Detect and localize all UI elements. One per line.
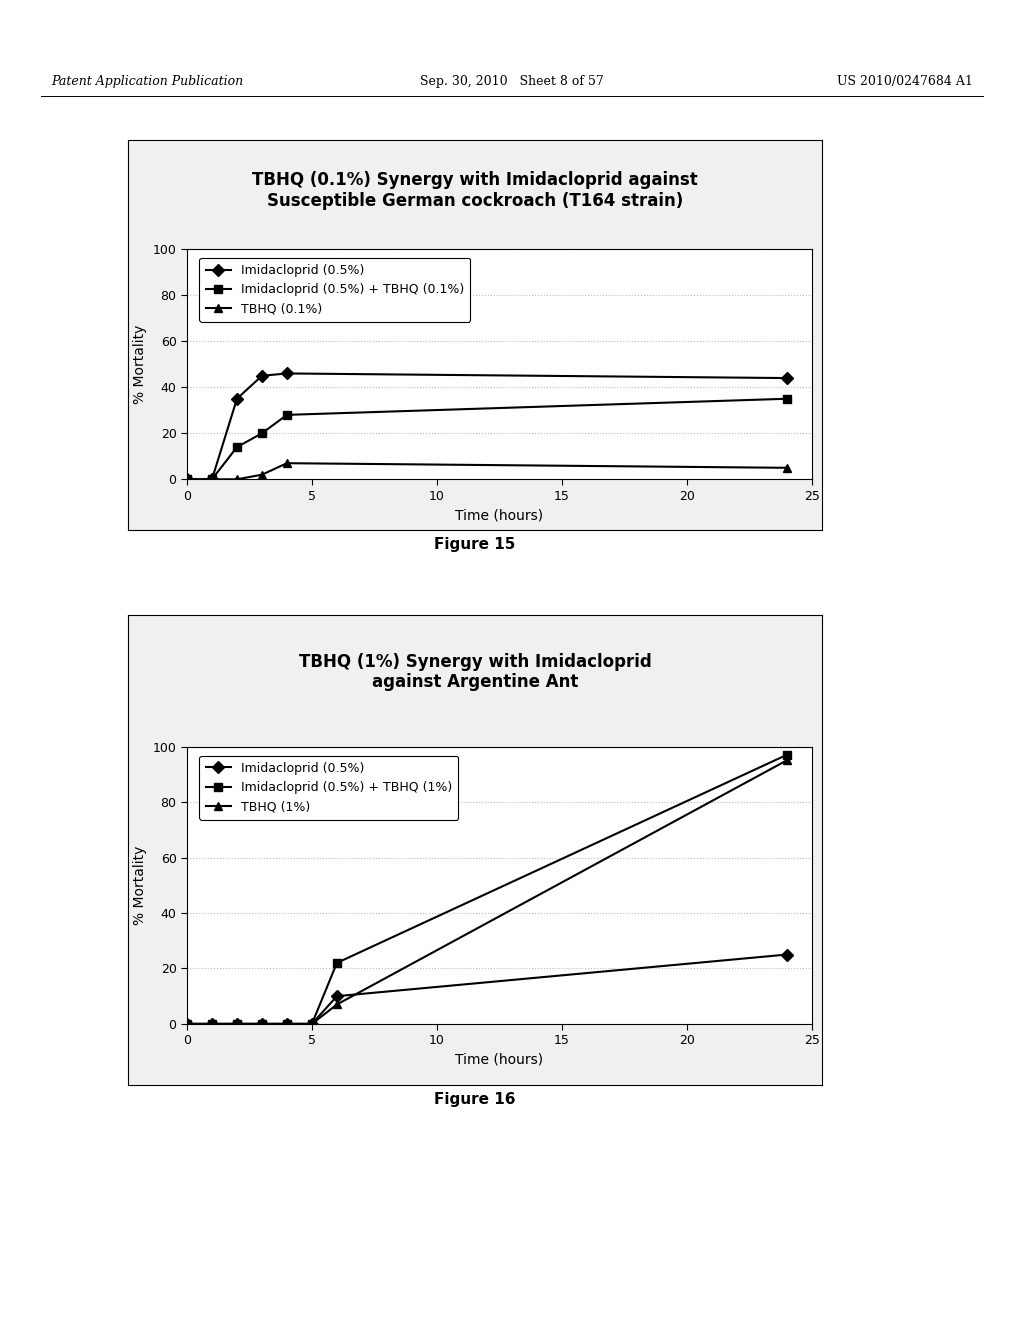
Line: Imidacloprid (0.5%) + TBHQ (0.1%): Imidacloprid (0.5%) + TBHQ (0.1%) xyxy=(183,395,791,483)
TBHQ (1%) xyxy=(331,997,343,1012)
TBHQ (1%) xyxy=(181,1016,194,1032)
Imidacloprid (0.5%) + TBHQ (1%) xyxy=(256,1016,268,1032)
Imidacloprid (0.5%) + TBHQ (0.1%) xyxy=(780,391,793,407)
TBHQ (0.1%) xyxy=(780,459,793,475)
TBHQ (1%) xyxy=(206,1016,218,1032)
Imidacloprid (0.5%) + TBHQ (1%) xyxy=(230,1016,243,1032)
TBHQ (0.1%) xyxy=(256,467,268,483)
Imidacloprid (0.5%) + TBHQ (0.1%) xyxy=(256,425,268,441)
Y-axis label: % Mortality: % Mortality xyxy=(133,846,147,925)
Legend: Imidacloprid (0.5%), Imidacloprid (0.5%) + TBHQ (1%), TBHQ (1%): Imidacloprid (0.5%), Imidacloprid (0.5%)… xyxy=(200,755,458,820)
TBHQ (0.1%) xyxy=(281,455,293,471)
Imidacloprid (0.5%) xyxy=(181,471,194,487)
TBHQ (1%) xyxy=(230,1016,243,1032)
TBHQ (1%) xyxy=(256,1016,268,1032)
TBHQ (1%) xyxy=(306,1016,318,1032)
Y-axis label: % Mortality: % Mortality xyxy=(133,325,147,404)
Imidacloprid (0.5%) xyxy=(230,1016,243,1032)
Line: Imidacloprid (0.5%): Imidacloprid (0.5%) xyxy=(183,370,791,483)
Imidacloprid (0.5%) + TBHQ (0.1%) xyxy=(230,440,243,455)
Imidacloprid (0.5%) xyxy=(206,1016,218,1032)
Imidacloprid (0.5%) + TBHQ (0.1%) xyxy=(281,407,293,422)
Imidacloprid (0.5%) + TBHQ (1%) xyxy=(331,954,343,970)
Imidacloprid (0.5%) xyxy=(306,1016,318,1032)
X-axis label: Time (hours): Time (hours) xyxy=(456,1053,544,1067)
Imidacloprid (0.5%) xyxy=(230,391,243,407)
Text: US 2010/0247684 A1: US 2010/0247684 A1 xyxy=(837,75,973,88)
TBHQ (0.1%) xyxy=(206,471,218,487)
X-axis label: Time (hours): Time (hours) xyxy=(456,508,544,523)
Legend: Imidacloprid (0.5%), Imidacloprid (0.5%) + TBHQ (0.1%), TBHQ (0.1%): Imidacloprid (0.5%), Imidacloprid (0.5%)… xyxy=(200,257,470,322)
Imidacloprid (0.5%) + TBHQ (1%) xyxy=(780,747,793,763)
Imidacloprid (0.5%) + TBHQ (0.1%) xyxy=(181,471,194,487)
Imidacloprid (0.5%) + TBHQ (1%) xyxy=(206,1016,218,1032)
Text: TBHQ (1%) Synergy with Imidacloprid
against Argentine Ant: TBHQ (1%) Synergy with Imidacloprid agai… xyxy=(299,652,651,692)
Line: TBHQ (0.1%): TBHQ (0.1%) xyxy=(183,459,791,483)
Imidacloprid (0.5%) xyxy=(256,368,268,384)
Text: Sep. 30, 2010   Sheet 8 of 57: Sep. 30, 2010 Sheet 8 of 57 xyxy=(420,75,604,88)
TBHQ (1%) xyxy=(281,1016,293,1032)
Imidacloprid (0.5%) xyxy=(281,1016,293,1032)
Imidacloprid (0.5%) + TBHQ (1%) xyxy=(181,1016,194,1032)
Text: Patent Application Publication: Patent Application Publication xyxy=(51,75,244,88)
Text: Figure 15: Figure 15 xyxy=(434,537,516,552)
Line: TBHQ (1%): TBHQ (1%) xyxy=(183,756,791,1028)
Line: Imidacloprid (0.5%): Imidacloprid (0.5%) xyxy=(183,950,791,1028)
TBHQ (0.1%) xyxy=(230,471,243,487)
Text: Figure 16: Figure 16 xyxy=(434,1092,516,1106)
Line: Imidacloprid (0.5%) + TBHQ (1%): Imidacloprid (0.5%) + TBHQ (1%) xyxy=(183,751,791,1028)
Imidacloprid (0.5%) + TBHQ (0.1%) xyxy=(206,471,218,487)
Imidacloprid (0.5%) xyxy=(256,1016,268,1032)
Imidacloprid (0.5%) xyxy=(206,471,218,487)
TBHQ (0.1%) xyxy=(181,471,194,487)
Imidacloprid (0.5%) + TBHQ (1%) xyxy=(281,1016,293,1032)
Imidacloprid (0.5%) + TBHQ (1%) xyxy=(306,1016,318,1032)
Imidacloprid (0.5%) xyxy=(780,370,793,385)
TBHQ (1%) xyxy=(780,752,793,768)
Imidacloprid (0.5%) xyxy=(181,1016,194,1032)
Imidacloprid (0.5%) xyxy=(331,989,343,1005)
Imidacloprid (0.5%) xyxy=(281,366,293,381)
Text: TBHQ (0.1%) Synergy with Imidacloprid against
Susceptible German cockroach (T164: TBHQ (0.1%) Synergy with Imidacloprid ag… xyxy=(252,172,698,210)
Imidacloprid (0.5%) xyxy=(780,946,793,962)
